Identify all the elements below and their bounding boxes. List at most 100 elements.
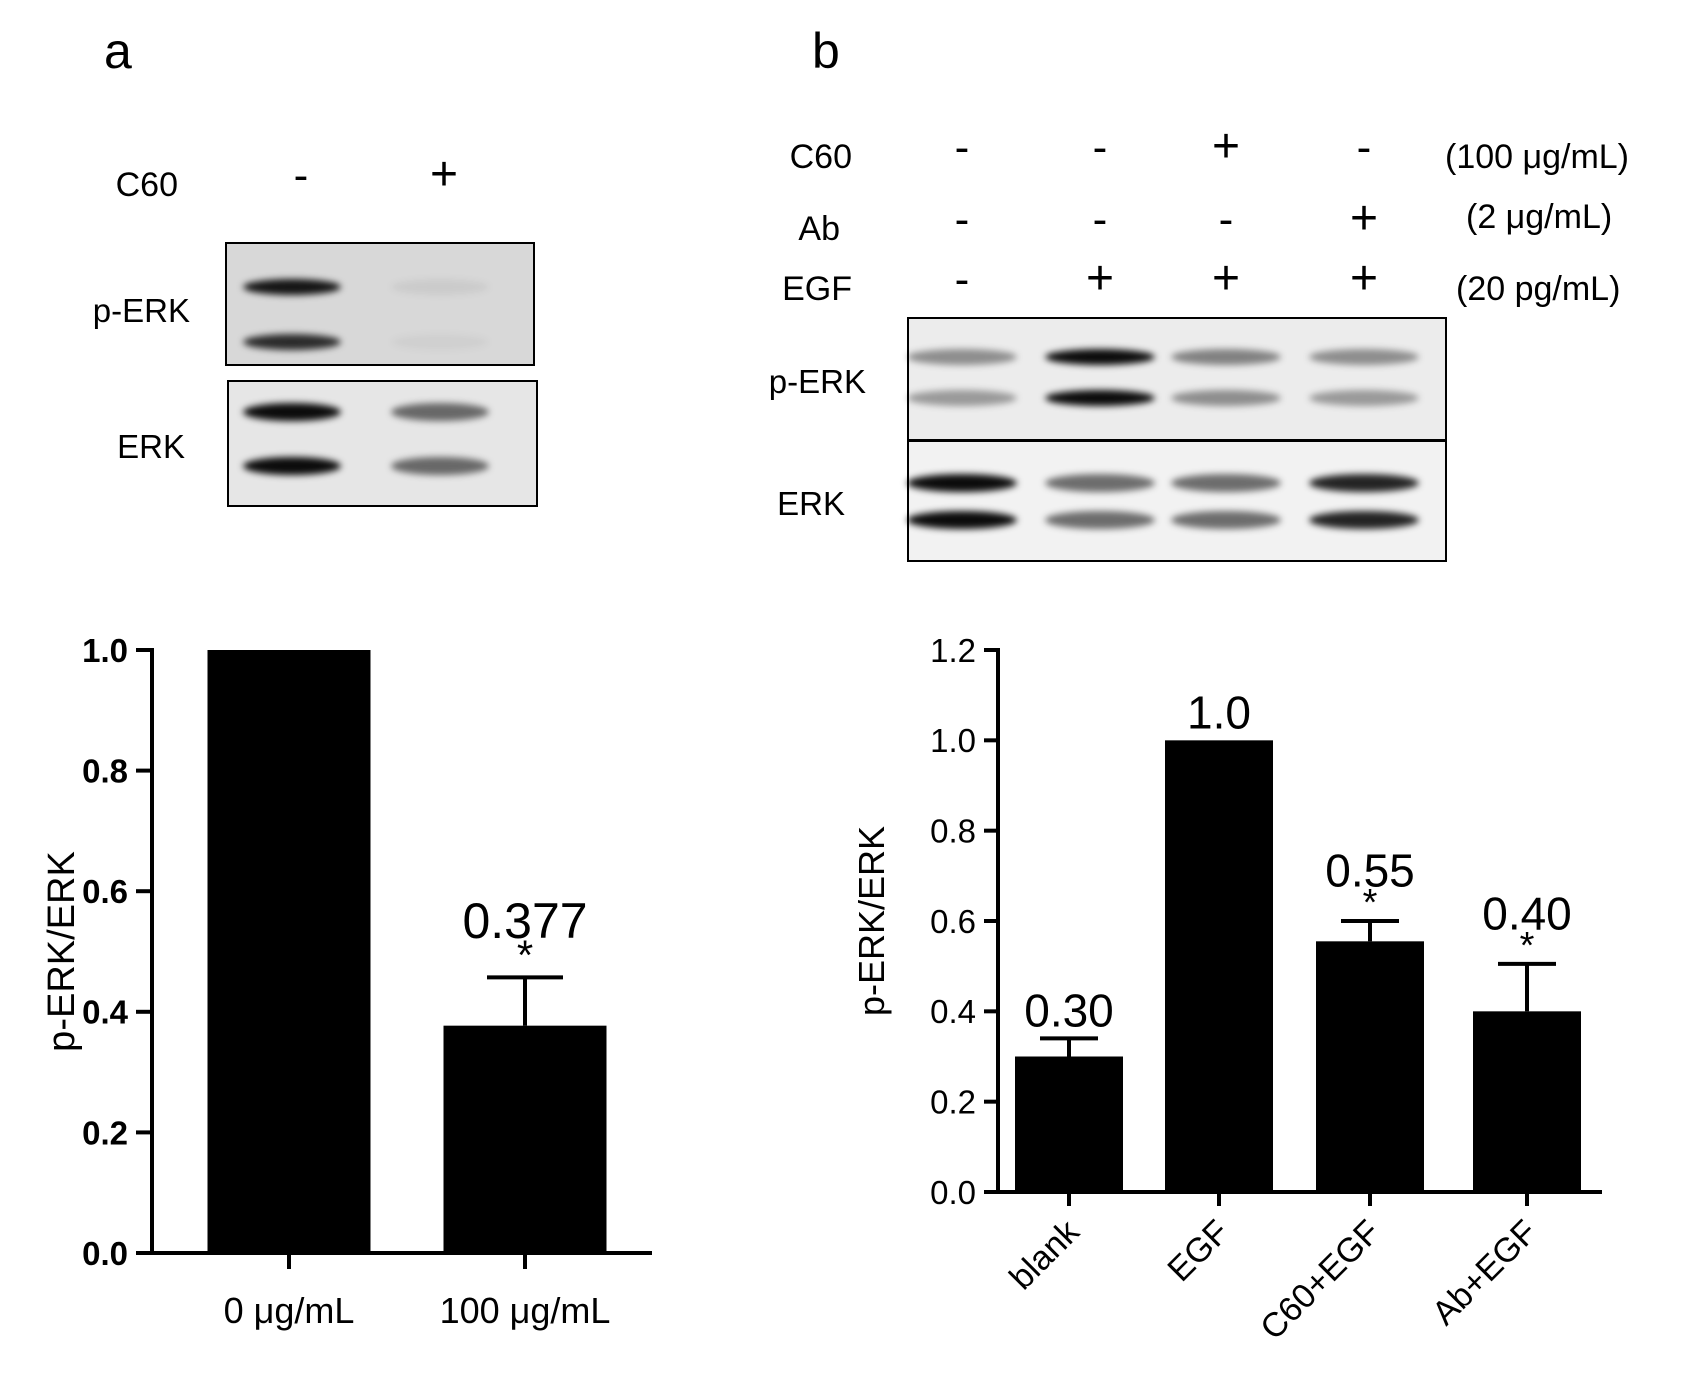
panel-b-egf-sign-2: + [1086, 252, 1114, 305]
band [907, 390, 1017, 406]
panel-b-treatment-ab-row: Ab - - - + (2 μg/mL) [798, 192, 1612, 248]
y-tick-label: 0.4 [930, 993, 976, 1030]
panel-b-egf-sign-1: - [955, 255, 970, 304]
panel-b-p-erk-label: p-ERK [769, 363, 866, 400]
band [243, 457, 341, 475]
data-label: 0.40 [1482, 887, 1572, 939]
x-tick-label: 0 μg/mL [224, 1290, 355, 1331]
band [243, 279, 341, 295]
bar [1473, 1011, 1581, 1192]
panel-b-c60-label: C60 [790, 138, 852, 176]
y-axis-label: p-ERK/ERK [41, 851, 83, 1052]
band [391, 334, 489, 350]
panel-b-erk-bands [907, 474, 1419, 529]
panel-b-ab-sign-3: - [1219, 195, 1234, 244]
panel-b: b C60 - - + - (100 μg/mL) Ab - - - + (2 … [769, 23, 1629, 1347]
bar [1165, 740, 1273, 1192]
data-label: 0.55 [1325, 845, 1415, 897]
band [1171, 349, 1281, 365]
band [1309, 474, 1419, 492]
panel-a-erk-bands [243, 403, 489, 475]
significance-mark: * [1363, 882, 1378, 924]
band [1171, 474, 1281, 492]
panel-b-p-erk-frame [907, 317, 1447, 441]
band [907, 349, 1017, 365]
x-tick-label: EGF [1160, 1213, 1236, 1289]
x-tick-label: Ab+EGF [1425, 1213, 1545, 1333]
panel-b-treatment-c60-row: C60 - - + - (100 μg/mL) [790, 120, 1629, 176]
panel-b-blot-erk: ERK [777, 440, 1447, 562]
band [391, 457, 489, 475]
y-tick-label: 0.2 [930, 1084, 976, 1121]
panel-b-c60-dose: (100 μg/mL) [1445, 138, 1629, 176]
panel-b-ab-sign-2: - [1093, 195, 1108, 244]
panel-a-blot-erk: ERK [117, 380, 538, 507]
panel-b-egf-label: EGF [782, 270, 852, 308]
data-label: 0.377 [462, 893, 587, 949]
panel-b-letter: b [812, 23, 840, 79]
bar [1015, 1056, 1123, 1192]
panel-b-c60-sign-3: + [1212, 120, 1240, 173]
y-tick-label: 0.6 [82, 873, 128, 910]
band [1309, 511, 1419, 529]
panel-a: a C60 - + p-ERK ERK 0.0 0.2 0.4 0.6 0.8 1.0 p-… [41, 23, 652, 1331]
significance-mark: * [1520, 925, 1535, 967]
panel-b-chart: 0.0 0.2 0.4 0.6 0.8 1.0 1.2 p-ERK/ERK 0.30 blank 1… [851, 632, 1602, 1347]
data-label: 0.30 [1024, 984, 1114, 1036]
panel-b-ab-dose: (2 μg/mL) [1466, 198, 1612, 236]
panel-b-ab-sign-4: + [1350, 192, 1378, 245]
panel-b-egf-sign-3: + [1212, 252, 1240, 305]
panel-b-egf-dose: (20 pg/mL) [1456, 270, 1620, 308]
band [1045, 349, 1155, 365]
y-tick-label: 0.0 [930, 1174, 976, 1211]
panel-a-letter: a [104, 23, 132, 79]
panel-b-blot-p-erk: p-ERK [769, 317, 1447, 441]
panel-b-treatment-egf-row: EGF - + + + (20 pg/mL) [782, 252, 1620, 308]
panel-a-c60-sign-1: - [294, 151, 309, 200]
band [243, 334, 341, 350]
panel-b-erk-frame [907, 440, 1447, 562]
significance-mark: * [517, 931, 533, 978]
panel-a-chart: 0.0 0.2 0.4 0.6 0.8 1.0 p-ERK/ERK 0 μg/mL *0.377… [41, 632, 652, 1331]
y-tick-label: 0.8 [82, 752, 128, 789]
band [1045, 511, 1155, 529]
y-axis-label: p-ERK/ERK [851, 826, 892, 1016]
bar [207, 650, 371, 1253]
band [1309, 390, 1419, 406]
x-tick-label: C60+EGF [1253, 1213, 1387, 1347]
panel-a-c60-sign-2: + [430, 148, 458, 201]
y-tick-label: 0.2 [82, 1114, 128, 1151]
y-tick-label: 1.0 [930, 722, 976, 759]
band [391, 403, 489, 421]
panel-b-ab-label: Ab [798, 210, 840, 248]
panel-b-c60-sign-1: - [955, 123, 970, 172]
band [907, 511, 1017, 529]
band [907, 474, 1017, 492]
band [1045, 390, 1155, 406]
panel-b-c60-sign-4: - [1357, 123, 1372, 172]
panel-b-erk-label: ERK [777, 485, 845, 522]
panel-b-ab-sign-1: - [955, 195, 970, 244]
y-tick-label: 0.6 [930, 903, 976, 940]
y-tick-label: 0.4 [82, 994, 129, 1031]
panel-a-p-erk-bands [243, 279, 489, 350]
band [1171, 511, 1281, 529]
bar [443, 1025, 607, 1253]
panel-a-erk-label: ERK [117, 428, 185, 465]
data-label: 1.0 [1187, 686, 1251, 738]
panel-b-p-erk-bands [907, 349, 1419, 406]
panel-a-c60-label: C60 [116, 166, 178, 204]
band [243, 403, 341, 421]
panel-a-p-erk-label: p-ERK [93, 292, 190, 329]
x-tick-label: blank [1002, 1212, 1087, 1297]
band [1045, 474, 1155, 492]
x-tick-label: 100 μg/mL [440, 1290, 611, 1331]
band [1171, 390, 1281, 406]
panel-b-c60-sign-2: - [1093, 123, 1108, 172]
y-tick-label: 1.0 [82, 632, 128, 669]
band [1309, 349, 1419, 365]
panel-a-treatment-row: C60 - + [116, 148, 458, 204]
panel-b-egf-sign-4: + [1350, 252, 1378, 305]
bar [1316, 941, 1424, 1192]
